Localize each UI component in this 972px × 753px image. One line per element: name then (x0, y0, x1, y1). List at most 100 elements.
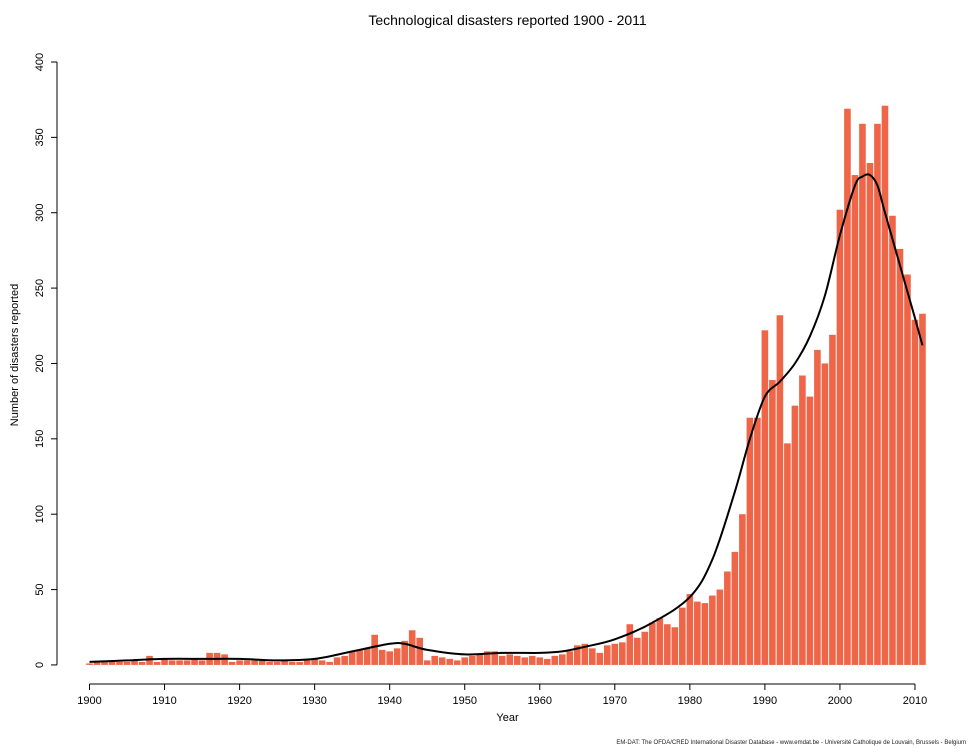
bar-1910 (161, 658, 168, 665)
x-tick-label-1960: 1960 (528, 695, 552, 707)
bar-1933 (333, 657, 341, 665)
x-tick-label-1980: 1980 (678, 695, 702, 707)
bar-1952 (476, 654, 484, 665)
bar-1983 (709, 595, 716, 665)
bar-1987 (739, 514, 746, 665)
bar-1957 (513, 655, 521, 665)
bar-1900 (86, 663, 93, 665)
bar-1959 (528, 655, 536, 665)
bar-1990 (761, 330, 769, 665)
bar-1912 (176, 660, 183, 665)
bar-1913 (183, 660, 191, 665)
bar-1944 (416, 637, 423, 665)
bar-1911 (168, 660, 176, 665)
bar-1958 (521, 657, 529, 665)
bar-1925 (273, 661, 281, 665)
bar-1999 (829, 334, 836, 665)
bar-1924 (266, 661, 273, 665)
bar-1922 (251, 660, 258, 665)
bar-1921 (243, 660, 251, 665)
bar-1960 (536, 657, 544, 665)
bar-2004 (866, 162, 874, 665)
bar-1981 (694, 601, 701, 665)
bar-2006 (881, 105, 889, 665)
bar-1978 (671, 627, 679, 665)
x-tick-label-2010: 2010 (903, 695, 927, 707)
bar-1953 (483, 651, 491, 665)
bar-1928 (296, 661, 303, 665)
bar-1909 (153, 661, 161, 665)
bar-1965 (573, 645, 581, 665)
bar-1970 (611, 643, 619, 665)
bar-1955 (498, 655, 506, 665)
bar-1964 (566, 651, 574, 665)
bar-2011 (919, 313, 926, 665)
bar-2007 (889, 215, 896, 665)
bar-2002 (851, 175, 859, 665)
bar-1919 (228, 661, 236, 665)
bar-2010 (911, 319, 919, 665)
bar-1914 (191, 658, 198, 665)
bar-1902 (101, 661, 108, 665)
bar-1976 (656, 618, 664, 665)
bar-1939 (378, 649, 386, 665)
bar-1932 (326, 661, 333, 665)
bar-1951 (468, 655, 476, 665)
bar-1943 (408, 630, 416, 665)
bar-1979 (679, 607, 686, 665)
bar-1947 (438, 657, 446, 665)
bar-1977 (664, 624, 671, 665)
bar-1961 (543, 658, 551, 665)
x-axis: 1900 1910 1920 1930 1940 1950 1960 1970 1980 1990… (77, 683, 927, 707)
bar-1974 (641, 631, 649, 665)
y-tick-label-400: 400 (34, 53, 46, 71)
bar-2005 (874, 123, 881, 665)
y-tick-label-250: 250 (34, 279, 46, 297)
bar-1984 (716, 589, 724, 665)
x-tick-label-2000: 2000 (828, 695, 852, 707)
y-tick-label-150: 150 (34, 430, 46, 448)
x-tick-label-1900: 1900 (77, 695, 101, 707)
bar-1950 (461, 657, 469, 665)
bar-1930 (311, 658, 318, 665)
bar-1992 (776, 315, 784, 665)
bar-1929 (303, 660, 311, 665)
bar-1937 (363, 648, 371, 665)
bar-1975 (649, 622, 656, 665)
y-tick-label-100: 100 (34, 505, 46, 523)
bar-1962 (551, 655, 559, 665)
x-axis-label: Year (496, 712, 519, 724)
bar-1971 (619, 642, 626, 665)
bar-1923 (258, 660, 266, 665)
bar-1927 (288, 661, 296, 665)
y-tick-label-50: 50 (34, 583, 46, 595)
bar-1941 (393, 648, 401, 665)
bar-1908 (146, 655, 153, 665)
bar-2008 (896, 248, 904, 665)
bar-1936 (356, 649, 363, 665)
bar-1986 (731, 551, 739, 665)
bar-2000 (836, 209, 844, 665)
bar-1949 (453, 660, 461, 665)
bar-1963 (558, 654, 566, 665)
y-axis-label: Number of disasters reported (9, 283, 21, 427)
bar-1905 (123, 661, 131, 665)
bar-1969 (604, 645, 611, 665)
bar-1973 (634, 637, 641, 665)
bar-1956 (506, 654, 514, 665)
bar-1989 (754, 417, 761, 665)
trend-line-0 (89, 173, 924, 663)
bar-1904 (116, 661, 123, 665)
y-tick-label-350: 350 (34, 128, 46, 146)
bar-1996 (806, 396, 814, 665)
bar-1954 (491, 651, 499, 665)
bar-1934 (341, 655, 348, 665)
bar-1948 (446, 658, 454, 665)
bar-1982 (701, 603, 709, 665)
bar-1903 (108, 661, 116, 665)
y-tick-label-0: 0 (34, 662, 46, 668)
bar-1901 (93, 661, 101, 665)
bar-1980 (686, 594, 694, 665)
bars-layer (86, 105, 926, 665)
